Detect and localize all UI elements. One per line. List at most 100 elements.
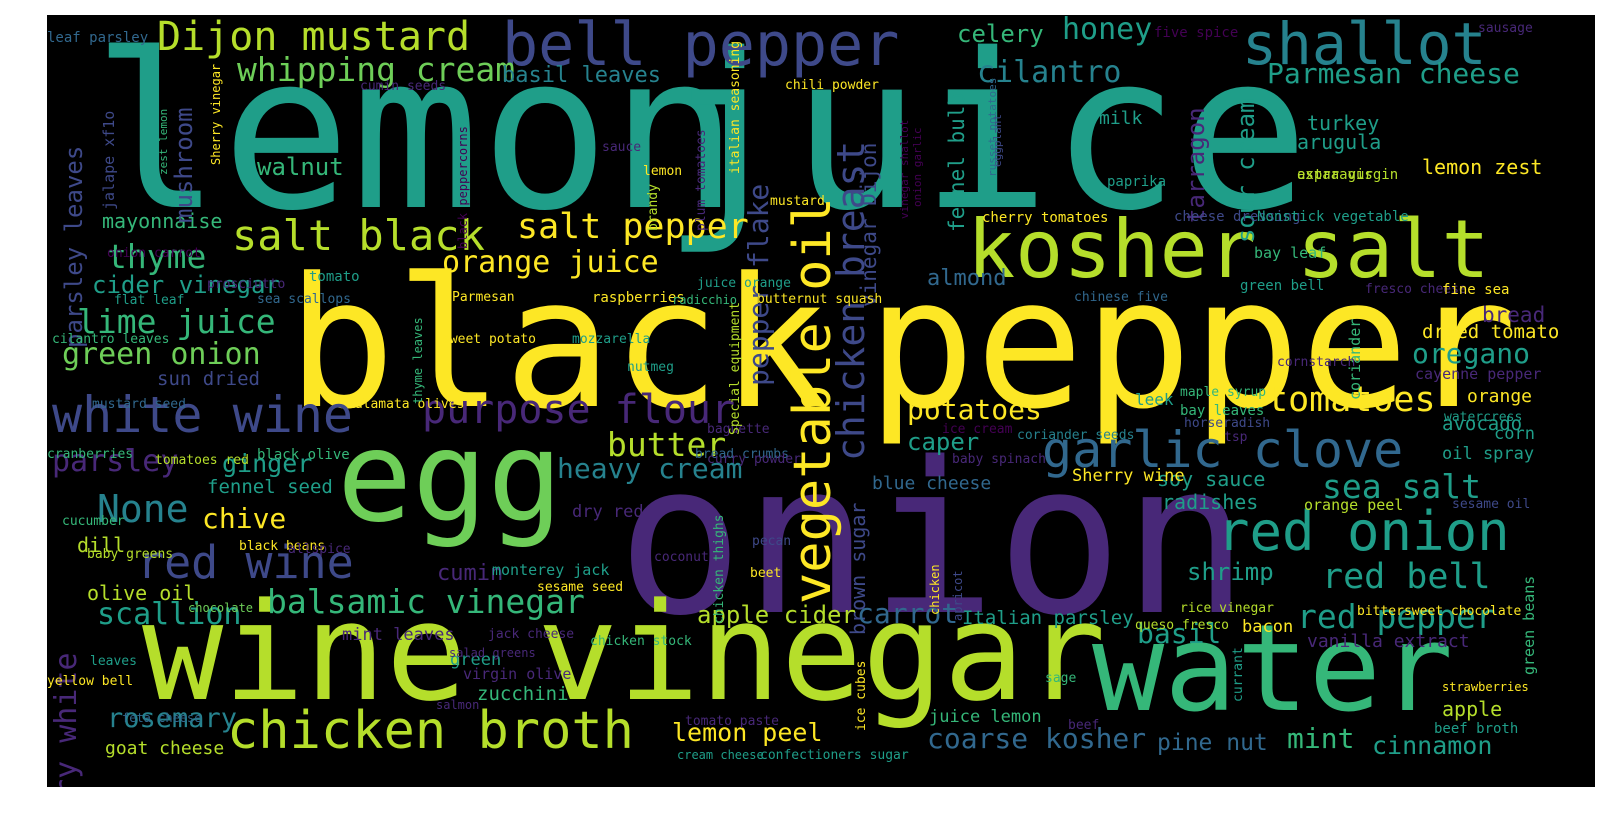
word-ginger: ginger: [222, 449, 313, 478]
word-goat-cheese: goat cheese: [105, 738, 225, 759]
word-lime-juice: lime juice: [77, 302, 276, 341]
word-shrimp: shrimp: [1187, 558, 1274, 586]
word-coarse-kosher: coarse kosher: [927, 722, 1147, 755]
word-honey: honey: [1062, 15, 1153, 47]
word-special-equipment: Special equipment: [728, 301, 743, 435]
word-sage: sage: [1045, 671, 1077, 686]
word-mustard-seed: mustard seed: [92, 397, 186, 412]
word-sweet-potato: sweet potato: [442, 332, 536, 347]
word-confectioners-sugar: confectioners sugar: [760, 748, 909, 763]
word-cilantro: cilantro: [977, 55, 1122, 90]
word-coriander-seeds: coriander seeds: [1017, 428, 1135, 443]
word-potatoes: potatoes: [907, 393, 1042, 426]
word-tarragon: tarragon: [1182, 107, 1210, 223]
word-carrot: carrot: [857, 597, 959, 630]
word-sea-salt: sea salt: [1322, 467, 1481, 506]
word-flat-leaf: flat leaf: [114, 293, 185, 308]
word-lemon: lemon: [92, 15, 740, 258]
word-balsamic-vinegar: balsamic vinegar: [267, 582, 585, 621]
word-dry-red: dry red: [572, 502, 644, 522]
word-shallot: shallot: [1242, 15, 1487, 78]
word-rosemary: rosemary: [107, 703, 238, 734]
word-milk: milk: [1099, 108, 1143, 129]
word-leek: leek: [1135, 390, 1174, 409]
word-italian-seasoning: italian seasoning: [728, 40, 743, 174]
word-tomatoes-red: tomatoes red: [155, 453, 249, 468]
word-beef: beef: [1068, 718, 1100, 733]
word-cranberries: cranberries: [47, 447, 134, 462]
word-apple: apple: [1442, 697, 1503, 721]
word-white-wine: white wine: [52, 386, 354, 444]
word-bay-leaves: bay leaves: [1180, 403, 1265, 419]
word-curry-powder: curry powder: [707, 452, 801, 467]
word-none: None: [97, 487, 189, 531]
word-tsp: tsp: [1224, 430, 1248, 445]
word-fresco-cheese: fresco cheese: [1365, 282, 1467, 297]
word-bell-pepper: bell pepper: [502, 15, 900, 80]
word-black-olive: black olive: [257, 447, 350, 463]
word-raspberries: raspberries: [592, 290, 685, 306]
word-cream-cheese: cream cheese: [677, 748, 764, 762]
word-parsley: parsley: [52, 444, 179, 479]
word-cilantro-leaves: cilantro leaves: [52, 332, 170, 347]
word-chicken-thighs: chicken thighs: [712, 514, 727, 624]
word-chili-powder: chili powder: [785, 78, 879, 93]
word-water: water: [1092, 600, 1454, 739]
word-sauce: sauce: [602, 140, 642, 155]
word-oregano: oregano: [1412, 337, 1531, 370]
word-parmesan-cheese: Parmesan cheese: [1267, 57, 1520, 90]
word-vinegar-dijon: vinegar Dijon: [857, 142, 881, 307]
word-cheese-dressing: cheese dressing: [1174, 209, 1301, 225]
word-bittersweet-chocolate: bittersweet chocolate: [1357, 604, 1522, 619]
word-soy-sauce: soy sauce: [1157, 467, 1266, 491]
word-baby-greens: baby greens: [87, 547, 174, 562]
word-coconut: coconut: [654, 550, 709, 565]
word-basil-leaves: basil leaves: [502, 63, 661, 88]
word-mustard: mustard: [770, 194, 825, 209]
word-black: black: [287, 240, 829, 449]
word-salad-greens: salad greens: [449, 646, 536, 660]
word-pepper: pepper: [867, 240, 1518, 449]
word-currant: currant: [1231, 647, 1246, 702]
word-horseradish: horseradish: [1184, 416, 1271, 431]
word-thyme-leaves: thyme leaves: [411, 317, 425, 404]
word-walnut: walnut: [257, 153, 344, 181]
word-cinnamon: cinnamon: [1372, 731, 1493, 760]
word-maple-syrup: maple syrup: [1180, 385, 1267, 400]
word-beet: beet: [750, 566, 782, 581]
word-nonstick-vegetable: Nonstick vegetable: [1257, 209, 1409, 225]
word-blue-cheese: blue cheese: [872, 473, 992, 494]
word-salmon: salmon: [436, 698, 480, 712]
word-bay-leaf: bay leaf: [1254, 244, 1327, 262]
word-juice-lemon: juice lemon: [929, 707, 1042, 727]
word-green-beans: green beans: [1520, 575, 1538, 675]
word-apple-cider: apple cider: [697, 601, 856, 629]
word-jack-cheese: jack cheese: [488, 627, 575, 642]
word-black-beans: black beans: [239, 539, 326, 554]
word-arugula: arugula: [1297, 130, 1382, 154]
word-almond: almond: [927, 266, 1007, 291]
word-chicken: chicken: [928, 564, 942, 615]
word-prosciutto: prosciutto: [207, 277, 286, 292]
word-yellow-bell: yellow bell: [47, 674, 134, 689]
word-baby-spinach: baby spinach: [952, 452, 1046, 467]
word-beef-broth: beef broth: [1434, 721, 1519, 737]
word-mint: mint: [1287, 722, 1355, 755]
word-vinegar: vinegar: [537, 574, 1106, 731]
word-dry-white: dry white: [49, 652, 84, 787]
word-mushroom: mushroom: [170, 107, 198, 223]
word-cumin: cumin: [437, 561, 504, 586]
word-egg: egg: [337, 405, 563, 550]
word-vinegar-shallot: vinegar shallot: [898, 119, 911, 219]
word-oil-spray: oil spray: [1442, 444, 1535, 464]
word-apricot: apricot: [951, 570, 965, 621]
word-bacon: bacon: [1242, 617, 1294, 637]
word-queso-fresco: queso fresco: [1135, 618, 1229, 633]
word-virgin-olive: virgin olive: [463, 665, 572, 683]
word-chicken-stock: chicken stock: [590, 634, 692, 649]
word-turkey: turkey: [1307, 111, 1380, 135]
word-red-pepper: red pepper: [1297, 597, 1496, 636]
word-celery: celery: [957, 20, 1044, 48]
word-parmesan: Parmesan: [452, 290, 515, 305]
word-orange-juice: orange juice: [442, 245, 659, 280]
